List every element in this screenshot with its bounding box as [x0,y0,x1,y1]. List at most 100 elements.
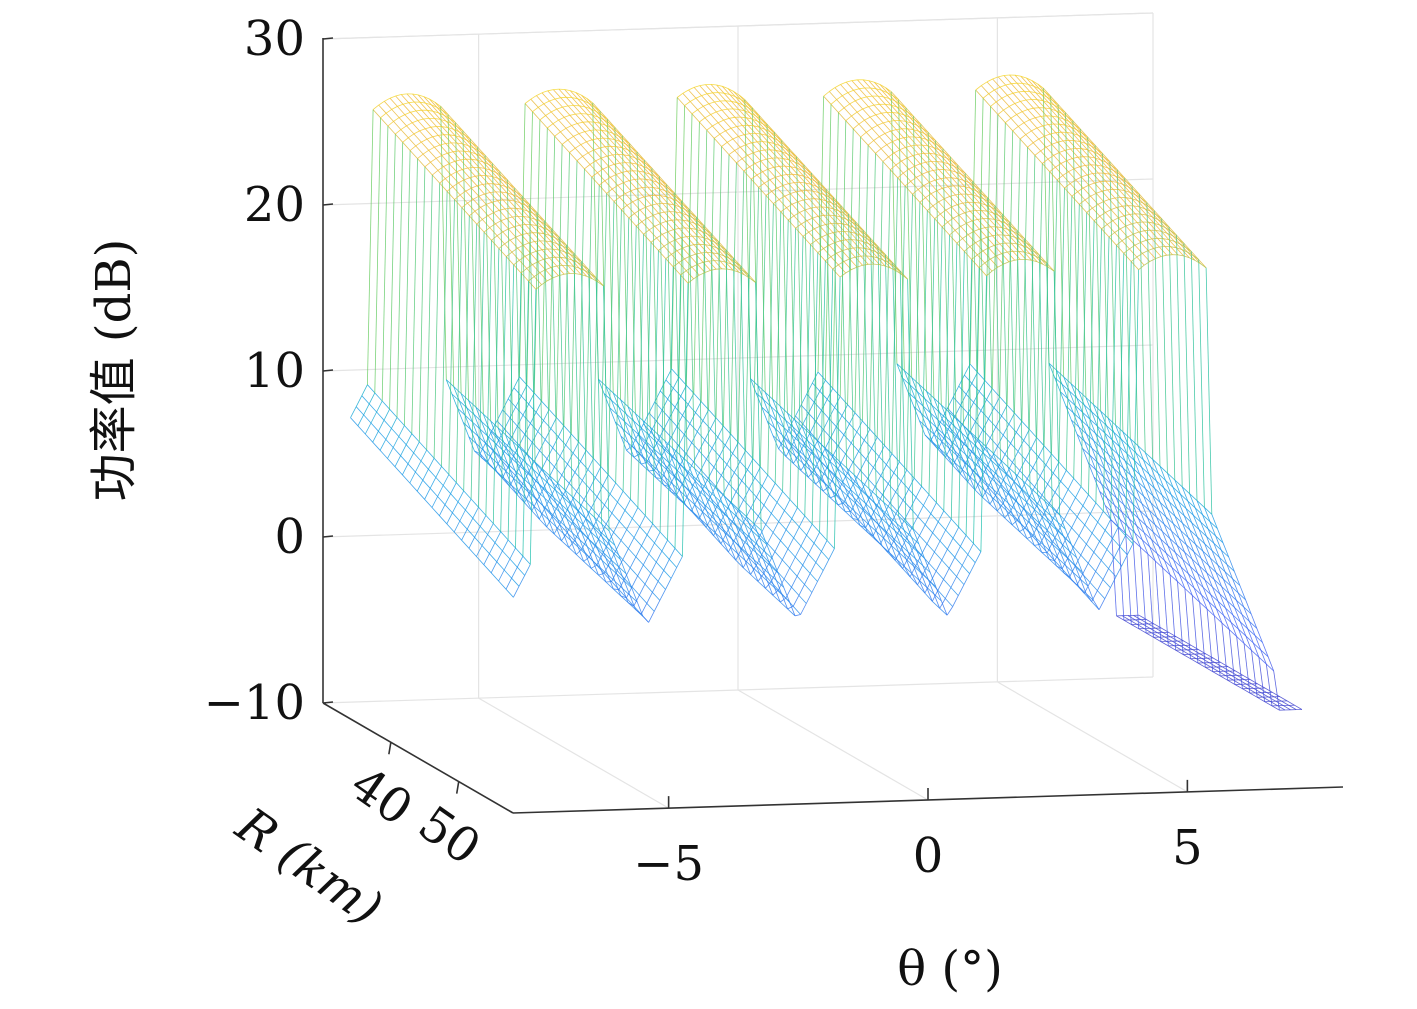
mesh-seg-r6-84 [867,140,874,146]
mesh-seg-r21-78 [944,587,952,599]
mesh-seg-r22-103 [1093,600,1100,610]
mesh-seg-r19-119 [1161,231,1168,234]
mesh-seg-r2-93 [888,98,895,102]
mesh-seg-r8-120 [1085,143,1092,147]
mesh-seg-r4-57 [700,130,708,402]
mesh-seg-r18-97 [1029,487,1037,502]
mesh-seg-r0-15 [434,101,441,107]
mesh-seg-r10-67 [801,169,808,174]
mesh-seg-r21-107 [1108,557,1115,569]
mesh-seg-r11-72 [837,468,844,483]
mesh-seg-r6-8 [439,143,446,146]
mesh-seg-r5-65 [753,125,760,128]
mesh-seg-r9-119 [1087,149,1094,152]
mesh-seg-r1-58 [684,101,691,106]
mesh-seg-r10-64 [784,165,791,168]
mesh-seg-r13-127 [1161,495,1169,510]
mesh-seg-r16-66 [840,216,847,220]
mesh-seg-r22-83 [980,275,987,552]
mesh-seg-r5-123 [1079,128,1087,398]
mesh-seg-r5-60 [725,127,732,132]
mesh-seg-r16-7 [508,226,515,230]
mesh-seg-r3-96 [913,116,920,385]
mesh-seg-r18-67 [860,235,867,239]
mesh-seg-r0-100 [913,406,920,421]
mesh-seg-r9-115 [1064,148,1071,151]
mesh-seg-r17-124 [1174,479,1181,495]
mesh-seg-r20-97 [1044,501,1051,516]
mesh-seg-r0-130 [1082,448,1089,463]
mesh-seg-r18-46 [742,531,749,546]
mesh-seg-r7-47 [666,469,674,485]
mesh-seg-r11-8 [476,184,483,187]
mesh-seg-r1-98 [909,384,916,400]
mesh-seg-r16-34 [660,221,667,224]
mesh-seg-r16-49 [744,560,751,575]
mesh-seg-r22-2 [524,564,531,576]
mesh-seg-r3-48 [642,456,650,472]
mesh-seg-r6-72 [800,433,807,449]
mesh-seg-r16-91 [981,210,988,212]
mesh-seg-r11-31 [606,188,613,194]
mesh-seg-r8-13 [482,161,489,165]
mesh-seg-r22-59 [845,269,852,274]
mesh-seg-r12-44 [686,461,694,476]
mesh-seg-r9-28 [574,461,581,473]
mesh-seg-r9-54 [720,464,728,476]
mesh-seg-r0-38 [564,89,571,91]
mesh-seg-r20-109 [1112,527,1119,539]
mesh-seg-r2-91 [877,95,884,98]
mesh-seg-r13-4 [469,210,476,217]
mesh-seg-r1-2 [368,392,376,405]
mesh-seg-r12-113 [1075,176,1082,181]
mesh-seg-r9-73 [827,468,835,484]
mesh-seg-r12-12 [506,192,513,195]
mesh-seg-r13-87 [936,187,943,191]
mesh-seg-r7-71 [801,426,809,442]
mesh-seg-r7-93 [925,138,932,143]
mesh-seg-r14-60 [791,201,798,205]
mesh-seg-r12-6 [473,195,479,200]
mesh-seg-r4-84 [852,123,860,130]
mesh-seg-r17-62 [825,223,832,225]
mesh-seg-r21-35 [703,260,709,263]
mesh-seg-r1-62 [707,92,713,95]
mesh-seg-r11-86 [916,173,923,178]
mesh-seg-r10-128 [1145,488,1152,504]
mesh-seg-r3-34 [564,114,571,118]
mesh-seg-r3-102 [946,455,954,466]
mesh-seg-r1-132 [1101,483,1108,499]
mesh-seg-r12-121 [1120,178,1127,183]
mesh-seg-r14-86 [938,198,945,203]
mesh-seg-r14-13 [527,210,534,214]
mesh-seg-r14-15 [538,216,545,221]
mesh-seg-r17-29 [639,515,646,527]
mesh-seg-r16-87 [958,212,965,216]
mesh-seg-r0-134 [1104,505,1112,520]
mesh-seg-r15-81 [917,505,924,517]
mesh-seg-r6-94 [924,133,931,138]
mesh-seg-r19-18 [592,524,599,539]
mesh-seg-r10-16 [514,187,521,449]
mesh-seg-r19-113 [1127,233,1134,238]
mesh-seg-r2-67 [742,104,749,109]
mesh-seg-r10-79 [869,486,876,498]
mesh-seg-r5-34 [578,131,585,134]
mesh-seg-r4-20 [492,449,499,465]
mesh-seg-r22-74 [929,572,937,587]
mesh-seg-r18-12 [551,241,558,244]
mesh-seg-r6-9 [445,142,452,144]
mesh-seg-r17-56 [791,507,798,519]
mesh-seg-r12-125 [1143,459,1150,475]
mesh-seg-r22-89 [1014,259,1021,261]
mesh-seg-r17-87 [966,220,973,224]
mesh-seg-r15-75 [883,538,890,553]
mesh-seg-r12-120 [1115,175,1122,179]
mesh-seg-r20-125 [1202,514,1209,530]
mesh-seg-r9-94 [946,157,953,162]
mesh-seg-r18-9 [534,240,541,242]
mesh-seg-r12-106 [1036,494,1043,507]
mesh-seg-r9-110 [1036,163,1043,438]
mesh-seg-r14-23 [583,556,590,562]
mesh-seg-r13-113 [1083,184,1089,189]
